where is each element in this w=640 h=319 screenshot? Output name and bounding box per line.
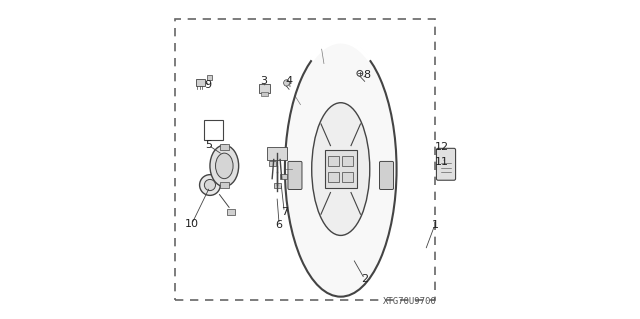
Text: 3: 3	[260, 76, 268, 86]
Text: 5: 5	[205, 140, 212, 150]
Text: 2: 2	[361, 274, 368, 284]
Text: 8: 8	[364, 70, 371, 80]
Ellipse shape	[210, 145, 239, 187]
Text: 7: 7	[281, 207, 288, 217]
Text: 9: 9	[204, 79, 211, 90]
Bar	[227, 209, 236, 215]
Text: 6: 6	[276, 220, 283, 230]
Bar	[196, 79, 205, 86]
Bar	[328, 156, 339, 166]
Ellipse shape	[312, 103, 370, 235]
Ellipse shape	[200, 175, 220, 195]
Bar	[268, 147, 287, 160]
Bar	[328, 172, 339, 182]
Bar	[280, 174, 287, 179]
Ellipse shape	[216, 153, 233, 179]
Bar	[207, 75, 212, 80]
Bar	[220, 182, 229, 188]
Bar	[259, 84, 269, 93]
FancyBboxPatch shape	[288, 161, 302, 189]
FancyBboxPatch shape	[324, 150, 356, 188]
FancyBboxPatch shape	[436, 148, 456, 180]
Bar	[274, 183, 281, 188]
Bar	[269, 161, 276, 166]
Ellipse shape	[285, 41, 397, 297]
FancyBboxPatch shape	[380, 161, 394, 189]
Text: 4: 4	[286, 76, 293, 86]
Text: 10: 10	[185, 219, 199, 229]
Ellipse shape	[204, 179, 216, 191]
Bar	[342, 156, 353, 166]
Text: 11: 11	[435, 157, 449, 167]
Bar	[220, 144, 229, 150]
Text: XTG70U9700: XTG70U9700	[383, 297, 436, 306]
Bar	[342, 172, 353, 182]
Text: 1: 1	[431, 220, 438, 230]
Bar	[204, 120, 223, 140]
Text: 12: 12	[435, 142, 449, 152]
Bar	[261, 92, 268, 96]
Ellipse shape	[284, 80, 289, 86]
